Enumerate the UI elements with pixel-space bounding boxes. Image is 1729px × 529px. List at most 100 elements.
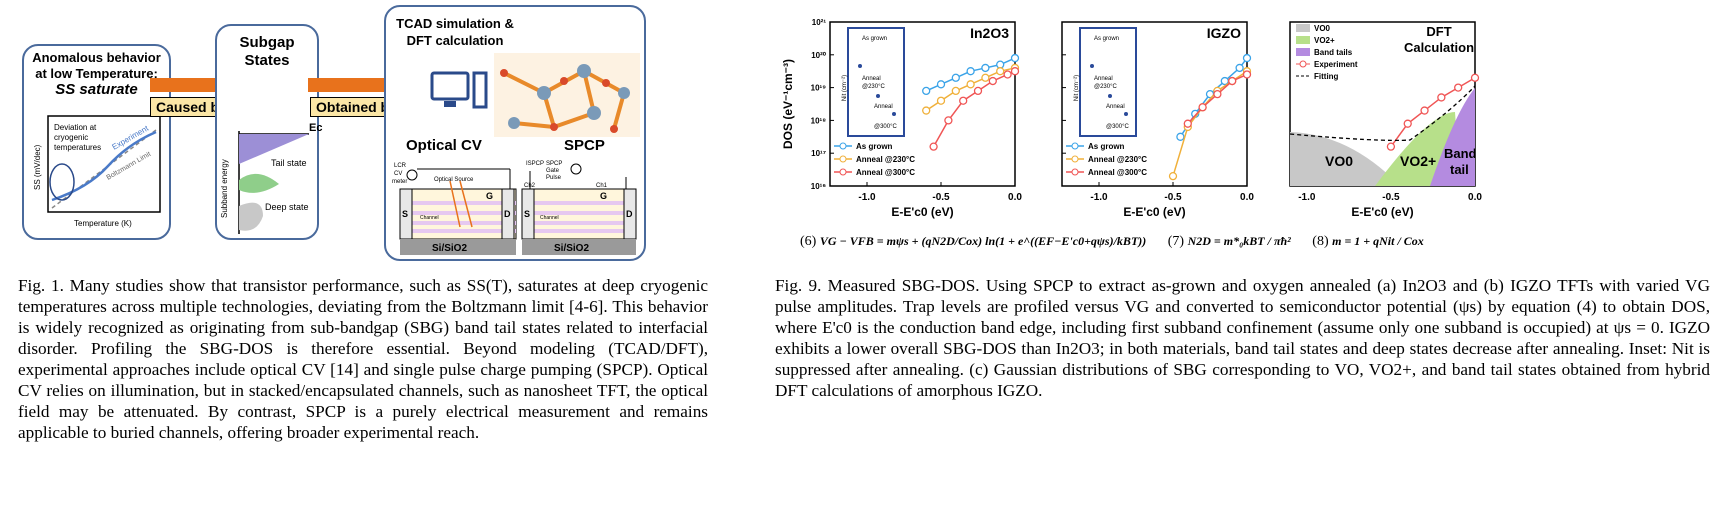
x-tick-label-2-2: 0.0 xyxy=(1468,192,1482,203)
ss-plot: Deviation at cryogenic temperatures Expe… xyxy=(33,115,161,228)
eq7: N2D = m*₀kBT / πħ² xyxy=(1187,234,1291,248)
series-point-0-0-0 xyxy=(922,86,931,96)
box2-title-2: States xyxy=(244,52,290,69)
legend-label-1-0: As grown xyxy=(1088,142,1125,151)
x-tick-label-0-2: 0.0 xyxy=(1008,192,1022,203)
x-axis-label-0: E-E'c0 (eV) xyxy=(891,205,953,219)
dft-label-band: Band xyxy=(1444,146,1477,161)
label-optical-cv: Optical CV xyxy=(406,137,482,154)
eq6: VG − VFB = mψs + (qN2D/Cox) ln(1 + e^((E… xyxy=(819,234,1147,248)
box3-title-2: DFT calculation xyxy=(406,33,504,48)
dft-legend-label-1: VO2+ xyxy=(1314,36,1335,45)
series-point-0-2-3 xyxy=(973,86,983,96)
series-point-1-0-0 xyxy=(1176,132,1185,141)
dft-experiment-point-0 xyxy=(1386,142,1396,151)
series-point-1-2-1 xyxy=(1198,103,1207,112)
x-tick-label-0-0: -1.0 xyxy=(858,192,876,203)
series-point-0-2-1 xyxy=(944,116,953,125)
fig9-caption: Fig. 9. Measured SBG-DOS. Using SPCP to … xyxy=(775,275,1710,401)
panel-title-1: IGZO xyxy=(1207,25,1241,41)
y-tick-label-1: 10²⁰ xyxy=(811,51,827,60)
eq7-number: (7) xyxy=(1167,234,1185,249)
series-point-0-1-4 xyxy=(981,73,990,82)
series-point-0-2-6 xyxy=(1010,67,1020,76)
box1-title-1: Anomalous behavior xyxy=(32,50,161,65)
fig1-graphic: Anomalous behavior at low Temperature; S… xyxy=(0,0,720,268)
channel-label-1: Channel xyxy=(420,215,439,221)
inset-as-grown-1: As grown xyxy=(1094,36,1119,42)
box1-yaxis: SS (mV/dec) xyxy=(33,144,42,190)
box-tcad: TCAD simulation & DFT calculation xyxy=(384,5,646,261)
legend-marker-0-1 xyxy=(839,155,847,163)
dft-fitting-line xyxy=(1289,85,1476,142)
x-tick-label-2-1: -0.5 xyxy=(1382,192,1400,203)
series-point-0-0-6 xyxy=(1010,53,1020,63)
legend-label-0-2: Anneal @300°C xyxy=(856,168,915,177)
optical-cv-device: LCR CV meter Optical Source S D G Channe… xyxy=(392,163,517,255)
series-point-1-2-0 xyxy=(1183,119,1192,128)
d-label-2: D xyxy=(626,209,633,219)
box1-note-3: temperatures xyxy=(54,143,101,152)
series-point-0-2-5 xyxy=(1003,70,1012,79)
tag-caused-by: Caused by xyxy=(150,97,233,117)
dft-experiment-point-5 xyxy=(1470,73,1480,82)
y-tick-label-2: 10¹⁹ xyxy=(811,84,827,93)
box2-tail: Tail state xyxy=(271,158,307,168)
legend-label-1-1: Anneal @230°C xyxy=(1088,155,1147,164)
molecule-image xyxy=(494,53,640,137)
box2-ec: Ec xyxy=(309,122,323,134)
dft-legend-swatch-1 xyxy=(1296,36,1310,44)
ch1-label: Ch1 xyxy=(596,183,608,189)
x-tick-label-1-1: -0.5 xyxy=(1164,192,1182,203)
substrate-label-2: Si/SiO2 xyxy=(554,243,589,254)
label-spcp: SPCP xyxy=(564,137,605,154)
y-tick-label-4: 10¹⁷ xyxy=(811,149,826,158)
inset-pt-0-1 xyxy=(876,94,880,98)
dft-experiment-point-1 xyxy=(1403,119,1412,128)
dft-legend-label-3: Experiment xyxy=(1314,60,1358,69)
cv-label: CV xyxy=(394,171,402,177)
legend-marker-1-0 xyxy=(1071,142,1079,150)
x-tick-label-2-0: -1.0 xyxy=(1298,192,1316,203)
series-point-1-2-2 xyxy=(1213,90,1222,99)
series-point-0-0-4 xyxy=(981,63,990,73)
series-point-0-0-3 xyxy=(966,67,975,76)
series-point-0-2-0 xyxy=(929,142,938,151)
box-subgap: Subgap States Subband energy Tail state … xyxy=(215,24,323,240)
tag-obtained-by: Obtained by xyxy=(310,97,403,117)
x-axis-label-2: E-E'c0 (eV) xyxy=(1351,205,1413,219)
legend-marker-0-0 xyxy=(839,142,847,150)
inset-ylabel-1: Nit (cm⁻²) xyxy=(1074,75,1080,101)
series-point-0-1-2 xyxy=(951,86,960,96)
y-tick-label-5: 10¹⁶ xyxy=(811,182,827,191)
series-point-0-1-5 xyxy=(996,67,1005,76)
box3-title-1: TCAD simulation & xyxy=(396,16,514,31)
eq8-number: (8) xyxy=(1312,234,1329,249)
box2-yaxis: Subband energy xyxy=(220,159,229,218)
dft-experiment-point-2 xyxy=(1420,106,1429,115)
box2-deep: Deep state xyxy=(265,202,309,212)
fig9-caption-text: Fig. 9. Measured SBG-DOS. Using SPCP to … xyxy=(775,276,1710,400)
box1-note-1: Deviation at xyxy=(54,123,97,132)
dft-title-2: Calculation xyxy=(1404,40,1474,55)
series-point-1-0-4 xyxy=(1235,63,1244,73)
inset-pt-0-0 xyxy=(858,64,862,68)
lcr-label: LCR xyxy=(394,163,407,169)
box2-title-1: Subgap xyxy=(239,34,295,51)
inset-pt-1-2 xyxy=(1124,112,1128,116)
legend-label-1-2: Anneal @300°C xyxy=(1088,168,1147,177)
dft-label-vo0: VO0 xyxy=(1325,153,1353,169)
series-point-1-2-3 xyxy=(1228,76,1237,86)
y-tick-label-0: 10²¹ xyxy=(812,18,827,27)
box1-xaxis: Temperature (K) xyxy=(74,219,132,228)
x-tick-label-1-2: 0.0 xyxy=(1240,192,1254,203)
spcp-device: ISPCP SPCP Gate Pulse Ch2 Ch1 S D G Chan… xyxy=(521,161,637,255)
dft-experiment-point-4 xyxy=(1454,83,1463,92)
legend-label-0-1: Anneal @230°C xyxy=(856,155,915,164)
legend-label-0-0: As grown xyxy=(856,142,893,151)
series-point-0-2-2 xyxy=(959,96,968,105)
optical-source-label: Optical Source xyxy=(434,177,474,183)
series-point-0-1-1 xyxy=(936,96,946,105)
series-point-0-2-4 xyxy=(988,76,997,86)
s-label-2: S xyxy=(524,209,530,219)
